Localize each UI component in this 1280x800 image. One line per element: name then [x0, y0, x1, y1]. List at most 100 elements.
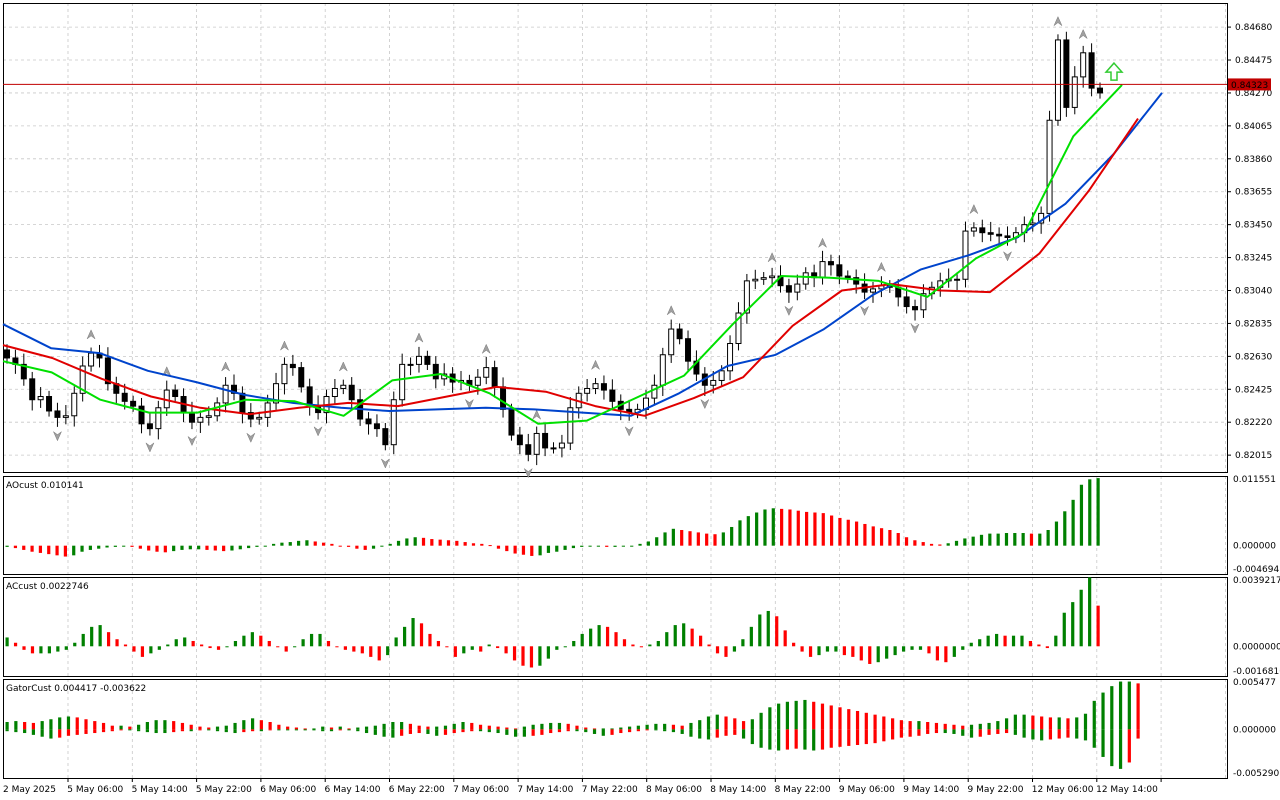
gator-upper-bar: [426, 726, 430, 730]
gator-upper-bar: [312, 728, 316, 730]
gator-lower-bar: [329, 729, 334, 732]
histogram-bar: [766, 610, 770, 647]
gator-upper-bar: [207, 727, 211, 730]
candle-body: [1071, 76, 1078, 108]
candle-body: [802, 272, 809, 285]
gator-upper-bar: [1048, 717, 1053, 730]
candle-body: [348, 384, 355, 401]
gator-upper-bar: [549, 722, 553, 730]
indicator-panes[interactable]: [5, 478, 1140, 769]
candle-body: [256, 416, 263, 420]
gator-upper-bar: [373, 725, 377, 730]
price-tick-label: 0.82630: [1235, 352, 1272, 362]
fractal-up-icon: [532, 409, 542, 420]
gator-upper-bar: [277, 724, 281, 730]
indicator-title: GatorCust 0.004417 -0.003622: [6, 684, 146, 694]
histogram-bar: [631, 644, 635, 647]
gator-lower-bar: [259, 729, 263, 732]
histogram-bar: [487, 644, 491, 647]
histogram-bar: [233, 640, 238, 647]
gator-lower-bar: [145, 729, 149, 733]
histogram-bar: [470, 646, 474, 650]
pane-frame: [3, 476, 1228, 575]
gator-lower-bar: [242, 729, 246, 733]
gator-upper-bar: [286, 726, 290, 730]
gator-upper-bar: [294, 727, 299, 730]
fractal-down-icon: [700, 398, 710, 410]
gator-lower-bar: [382, 729, 386, 737]
histogram-bar: [663, 532, 667, 546]
candle-body: [88, 352, 95, 367]
histogram-bar: [929, 543, 934, 546]
histogram-bar: [732, 646, 737, 652]
gator-upper-bar: [864, 712, 868, 730]
candle-body: [710, 379, 717, 386]
gator-upper-bar: [987, 722, 991, 730]
gator-lower-bar: [1040, 729, 1044, 741]
pane-labels: AOcust 0.010141 ACcust 0.0022746 GatorCust…: [6, 481, 146, 694]
histogram-bar: [563, 545, 567, 550]
gator-lower-bar: [680, 729, 684, 734]
gator-upper-bar: [408, 723, 413, 730]
histogram-bar: [605, 545, 609, 547]
gator-lower-bar: [882, 729, 886, 742]
candle-body: [247, 412, 254, 420]
histogram-bar: [705, 533, 709, 546]
gator-lower-bar: [926, 729, 930, 734]
histogram-bar: [504, 646, 508, 654]
histogram-bar: [200, 644, 204, 647]
gator-lower-bar: [1127, 729, 1131, 763]
gator-upper-bar: [803, 699, 807, 730]
histogram-bar: [655, 537, 659, 546]
candle-body: [172, 389, 179, 398]
histogram-bar: [230, 545, 234, 551]
histogram-bar: [1054, 635, 1058, 647]
gator-upper-bar: [110, 725, 114, 730]
gator-lower-bar: [277, 729, 281, 731]
candle-body: [424, 355, 431, 365]
gator-upper-bar: [128, 726, 132, 730]
fractal-down-icon: [784, 305, 794, 316]
fractal-down-icon: [624, 426, 634, 437]
gator-lower-bar: [987, 729, 991, 735]
histogram-bar: [330, 543, 334, 546]
gator-lower-bar: [873, 729, 877, 744]
histogram-bar: [81, 633, 85, 647]
candle-body: [827, 261, 834, 266]
gator-upper-bar: [654, 723, 658, 730]
gator-lower-bar: [137, 729, 141, 732]
gator-lower-bar: [505, 729, 509, 735]
candle-body: [474, 376, 481, 386]
histogram-bar: [738, 520, 742, 546]
histogram-bar: [963, 538, 967, 546]
fractal-up-icon: [279, 340, 290, 351]
gator-lower-bar: [452, 729, 456, 734]
histogram-bar: [978, 639, 982, 647]
candle-body: [37, 396, 44, 401]
gator-lower-bar: [531, 729, 535, 736]
histogram-bar: [505, 545, 509, 552]
gator-lower-bar: [961, 729, 965, 736]
price-tick-label: 0.82220: [1235, 418, 1272, 428]
gator-upper-bar: [794, 700, 798, 730]
histogram-bar: [555, 646, 559, 650]
price-pane[interactable]: [2, 16, 1227, 479]
histogram-bar: [1079, 589, 1083, 647]
histogram-bar: [1020, 635, 1024, 647]
histogram-bar: [301, 639, 305, 647]
price-tick-label: 0.84475: [1235, 56, 1272, 66]
gator-upper-bar: [180, 722, 185, 730]
histogram-bar: [979, 534, 984, 546]
histogram-bar: [55, 545, 59, 556]
gator-lower-bar: [391, 729, 395, 738]
histogram-bar: [788, 509, 792, 546]
candle-body: [331, 387, 338, 398]
gator-upper-bar: [75, 717, 79, 730]
histogram-bar: [935, 646, 940, 661]
candle-body: [79, 365, 86, 394]
histogram-bar: [1096, 605, 1100, 647]
histogram-bar: [952, 646, 956, 657]
candle-body: [819, 261, 826, 279]
candle-body: [785, 285, 792, 293]
